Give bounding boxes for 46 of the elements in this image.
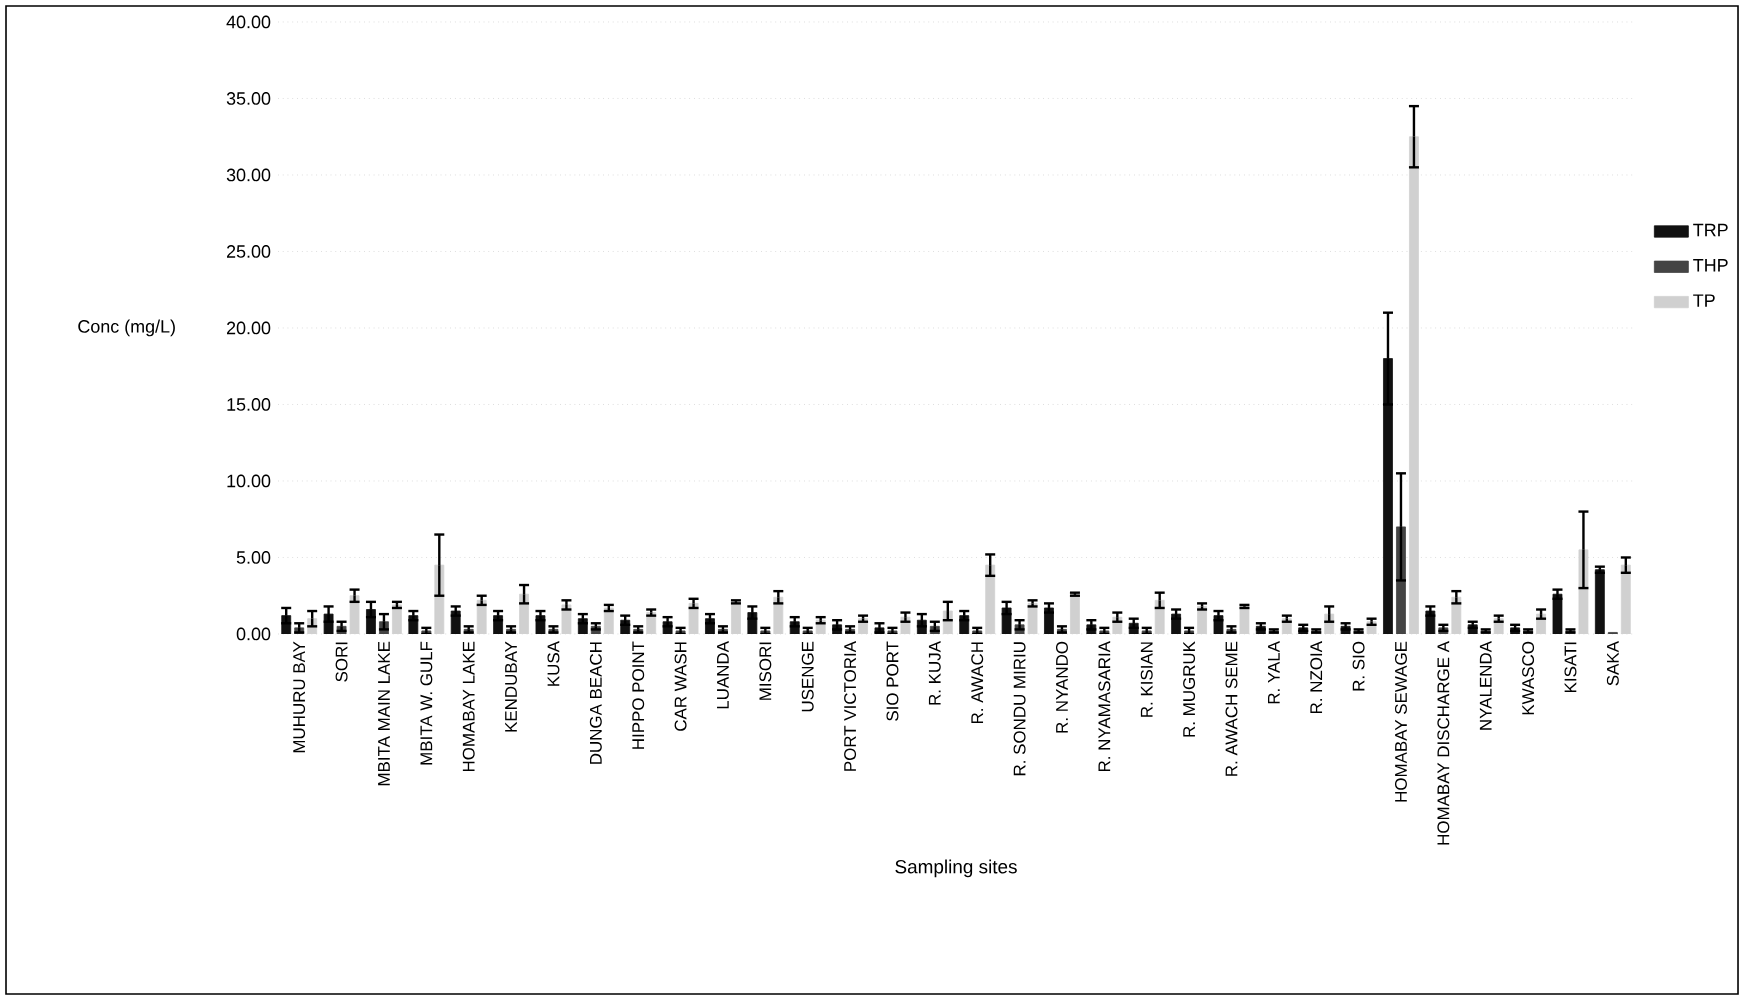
x-tick-label: R. YALA	[1268, 641, 1280, 704]
x-tick-label: R. MUGRUK	[1183, 641, 1196, 737]
x-tick-label: R. AWACH	[971, 642, 984, 724]
x-tick-label: HOMABAY LAKE	[462, 641, 475, 772]
x-tick-label: KISATI	[1564, 642, 1577, 693]
x-tick-label: R. NYAMASARIA	[1098, 641, 1111, 772]
y-axis-title: Conc (mg/L)	[78, 319, 175, 337]
x-tick-label: HOMABAY DISCHARGE A	[1437, 641, 1450, 845]
x-tick-label: USENGE	[801, 641, 814, 712]
x-tick-label: R. AWACH SEME	[1225, 641, 1238, 776]
x-tick-label: MISORI	[759, 642, 772, 700]
y-tick-label: 25.00	[227, 245, 271, 258]
y-tick-label: 40.00	[226, 15, 271, 29]
x-tick-label: R. NYANDO	[1055, 641, 1068, 733]
x-tick-label: PORT VICTORIA	[844, 641, 857, 771]
y-tick-label: 5.00	[236, 551, 271, 564]
x-tick-label: MUHURU BAY	[293, 641, 306, 753]
y-tick-label: 15.00	[227, 398, 271, 411]
x-tick-label: MBITA MAIN LAKE	[378, 641, 390, 786]
x-tick-label: DUNGA BEACH	[589, 642, 602, 764]
x-tick-label: R. SONDU MIRIU	[1013, 642, 1026, 776]
x-tick-label: R. KUJA	[928, 641, 941, 705]
x-tick-label: R. KISIAN	[1140, 642, 1153, 717]
x-tick-label: KUSA	[547, 641, 560, 686]
x-tick-label: R. NZOIA	[1310, 641, 1323, 714]
x-tick-label: SORI	[335, 642, 348, 682]
x-tick-label: HOMABAY SEWAGE	[1394, 641, 1407, 802]
y-tick-label: 20.00	[227, 321, 271, 335]
legend-label: THP	[1693, 259, 1728, 272]
y-tick-label: 35.00	[226, 92, 271, 105]
legend-label: TRP	[1693, 223, 1728, 237]
x-tick-label: SIO PORT	[886, 641, 899, 721]
x-axis-title: Sampling sites	[895, 859, 1017, 878]
x-tick-label: SAKA	[1606, 641, 1619, 686]
x-tick-label: MBITA W. GULF	[420, 641, 433, 765]
x-tick-label: LUANDA	[717, 641, 729, 709]
x-tick-label: CAR WASH	[674, 642, 687, 731]
legend-label: TP	[1693, 294, 1715, 307]
x-tick-label: HIPPO POINT	[632, 641, 645, 749]
x-tick-label: NYALENDA	[1479, 641, 1492, 730]
y-tick-label: 10.00	[227, 474, 271, 488]
y-tick-label: 0.00	[236, 627, 271, 641]
x-tick-label: KWASCO	[1522, 641, 1535, 715]
x-tick-label: KENDUBAY	[505, 641, 517, 732]
x-tick-label: R. SIO	[1352, 641, 1365, 691]
y-tick-label: 30.00	[226, 168, 271, 182]
